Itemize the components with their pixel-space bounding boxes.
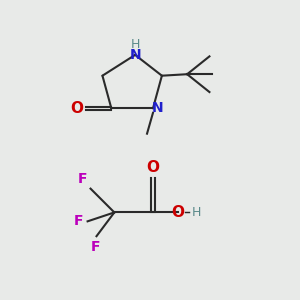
Text: F: F: [90, 240, 100, 254]
Text: F: F: [74, 214, 83, 228]
Text: O: O: [172, 205, 185, 220]
Text: N: N: [152, 101, 163, 116]
Text: O: O: [70, 101, 83, 116]
Text: O: O: [146, 160, 160, 175]
Text: F: F: [78, 172, 88, 186]
Text: H: H: [130, 38, 140, 51]
Text: N: N: [129, 48, 141, 62]
Text: H: H: [192, 206, 201, 219]
